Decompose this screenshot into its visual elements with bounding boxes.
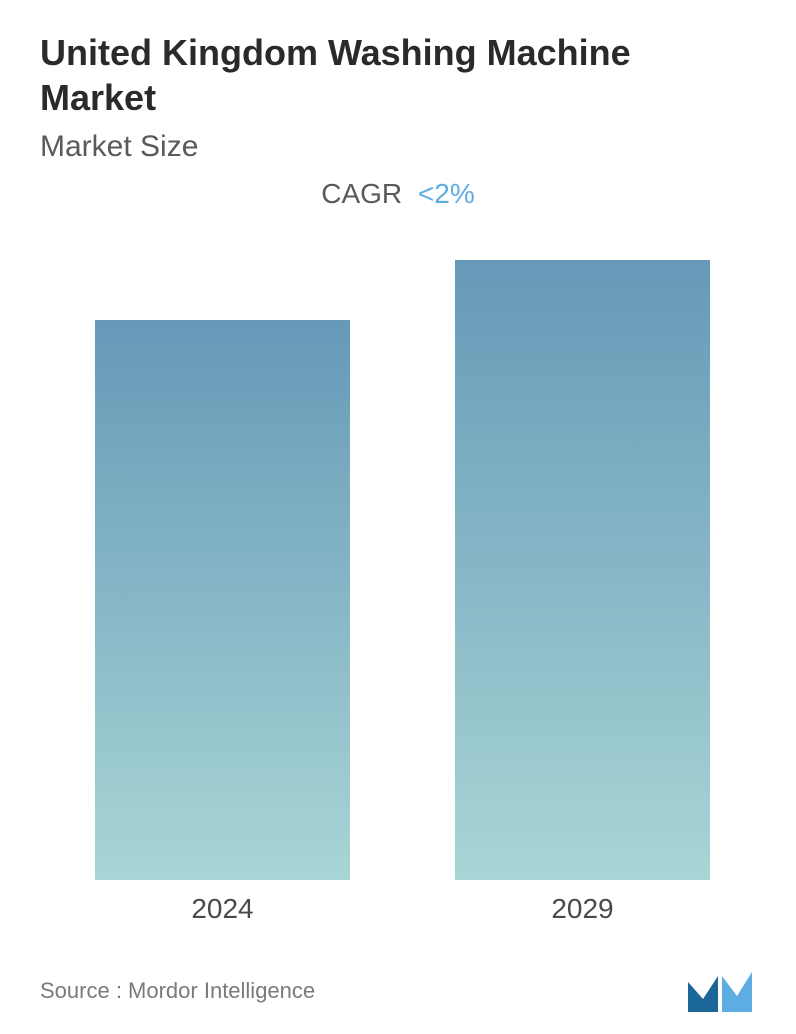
cagr-indicator: CAGR <2% [0,178,796,210]
bar-label: 2029 [455,893,710,925]
page-subtitle: Market Size [40,130,198,164]
bar-fill [95,320,350,880]
cagr-value: <2% [418,178,475,209]
source-attribution: Source : Mordor Intelligence [40,978,315,1004]
chart-bar: 2029 [455,260,710,880]
mordor-logo-icon [686,964,756,1014]
bar-label: 2024 [95,893,350,925]
bar-fill [455,260,710,880]
cagr-label: CAGR [321,178,402,209]
chart-bar: 2024 [95,320,350,880]
page-title: United Kingdom Washing Machine Market [40,30,740,120]
bar-chart: 2024 2029 [40,230,756,930]
